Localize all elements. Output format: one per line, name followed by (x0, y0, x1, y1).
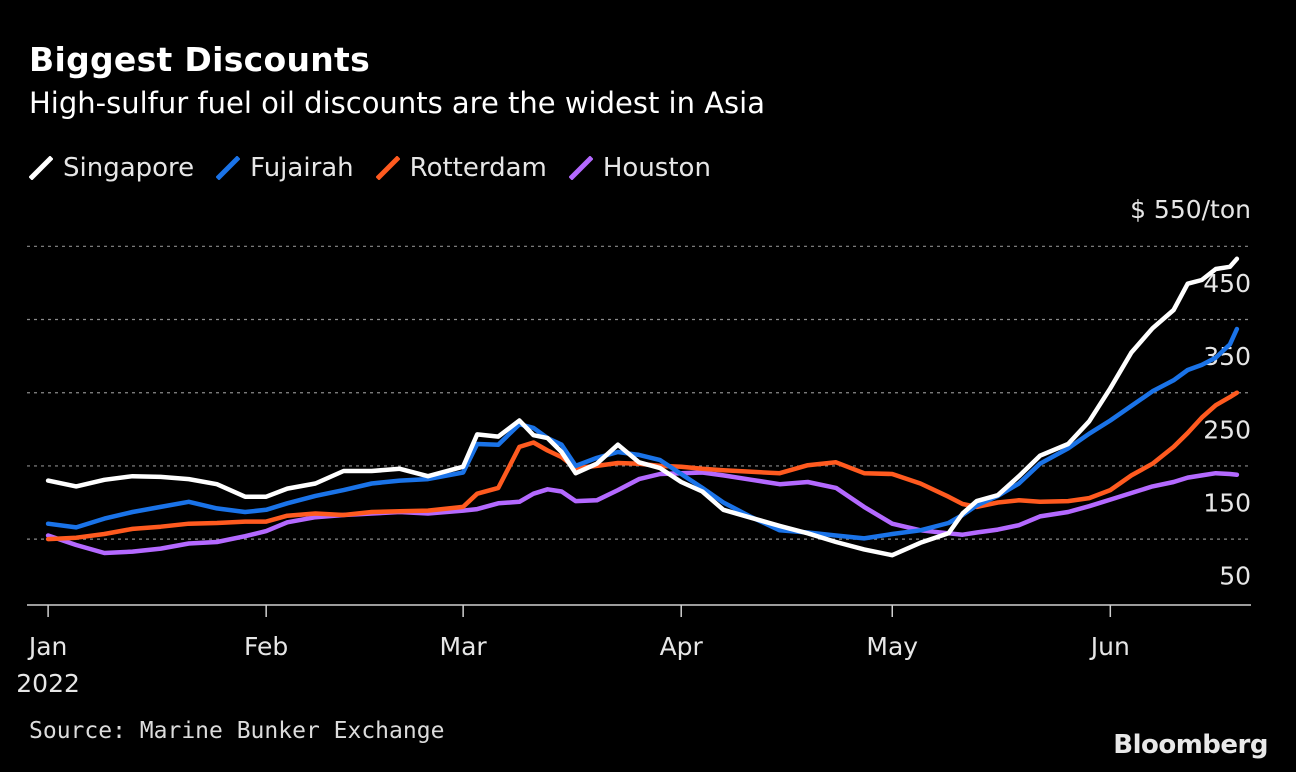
chart-subtitle: High-sulfur fuel oil discounts are the w… (29, 86, 765, 120)
legend-item-singapore: Singapore (29, 153, 194, 183)
legend-item-rotterdam: Rotterdam (375, 153, 547, 183)
series-line-houston (45, 470, 1240, 556)
series-line-singapore (45, 256, 1240, 558)
legend-swatch-rotterdam (375, 156, 400, 180)
x-tick-label: Jun (1089, 632, 1130, 661)
y-tick-label: 50 (1219, 562, 1251, 591)
source-note: Source: Marine Bunker Exchange (29, 718, 445, 744)
legend-item-houston: Houston (568, 153, 711, 183)
legend-item-fujairah: Fujairah (216, 153, 354, 183)
y-tick-label: 150 (1203, 489, 1251, 518)
legend: Singapore Fujairah Rotterdam Houston (29, 150, 733, 186)
x-tick-label: Feb (244, 632, 288, 661)
legend-label-fujairah: Fujairah (250, 153, 354, 183)
series-line-fujairah (45, 326, 1240, 541)
y-unit-label: $ 550/ton (1130, 195, 1251, 224)
x-tick-label: Mar (440, 632, 488, 661)
x-tick-sublabel: 2022 (16, 669, 80, 698)
legend-swatch-houston (568, 156, 593, 180)
legend-label-rotterdam: Rotterdam (409, 153, 547, 183)
x-tick-label: Apr (660, 632, 704, 661)
bloomberg-logo: Bloomberg (1113, 730, 1268, 760)
chart-title: Biggest Discounts (29, 40, 371, 79)
legend-label-singapore: Singapore (63, 153, 195, 183)
y-tick-label: 250 (1203, 415, 1251, 444)
legend-swatch-fujairah (216, 156, 241, 180)
legend-swatch-singapore (29, 156, 53, 180)
legend-label-houston: Houston (602, 153, 711, 183)
x-tick-label: May (866, 632, 918, 661)
x-tick-label: Jan (27, 632, 68, 661)
